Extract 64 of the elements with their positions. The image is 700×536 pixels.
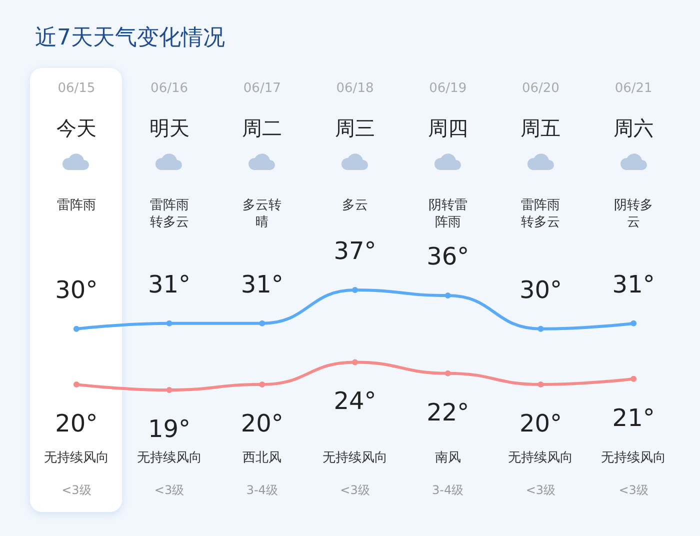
text: 雷阵雨 bbox=[56, 198, 96, 213]
data-label: 36° bbox=[426, 242, 470, 271]
point bbox=[166, 387, 172, 393]
point bbox=[352, 287, 358, 293]
text: <3级 bbox=[618, 483, 648, 497]
text: 今天 bbox=[56, 116, 96, 140]
point bbox=[444, 292, 451, 299]
data-label: 19° bbox=[148, 415, 191, 443]
point bbox=[166, 320, 172, 326]
text: 无持续风向 bbox=[508, 450, 574, 466]
x-tick-label: 06/19 bbox=[429, 81, 467, 96]
point bbox=[444, 370, 451, 376]
point bbox=[630, 320, 637, 326]
data-label: 21° bbox=[612, 404, 655, 432]
text: 明天 bbox=[149, 116, 190, 140]
text: 多云转晴 bbox=[242, 198, 282, 230]
text: 多云 bbox=[342, 198, 368, 213]
text: 周六 bbox=[614, 116, 654, 140]
text: 西北风 bbox=[242, 450, 282, 466]
data-label: 24° bbox=[334, 387, 376, 416]
text: 无持续风向 bbox=[44, 450, 109, 466]
text: 南风 bbox=[434, 450, 461, 466]
text: <3级 bbox=[340, 483, 370, 497]
point bbox=[538, 381, 544, 388]
text: 阴转雷阵雨 bbox=[428, 198, 468, 230]
chart-title: 近7天天气变化情况 bbox=[35, 26, 225, 50]
x-tick-label: 06/18 bbox=[336, 81, 374, 96]
x-tick-label: 06/15 bbox=[58, 81, 96, 96]
point bbox=[630, 376, 637, 382]
text: 阴转多云 bbox=[614, 198, 654, 230]
point bbox=[73, 326, 80, 332]
point bbox=[538, 326, 544, 332]
text: 雷阵雨转多云 bbox=[150, 198, 189, 230]
data-label: 30° bbox=[519, 276, 562, 304]
data-label: 37° bbox=[334, 237, 376, 265]
text: <3级 bbox=[526, 483, 556, 497]
text: 3-4级 bbox=[432, 483, 464, 497]
data-label: 22° bbox=[426, 398, 470, 426]
data-label: 20° bbox=[519, 409, 562, 438]
data-label: 20° bbox=[55, 409, 98, 438]
text: 周四 bbox=[428, 116, 468, 140]
point bbox=[259, 381, 266, 388]
text: 周五 bbox=[520, 116, 561, 140]
point bbox=[73, 381, 80, 388]
data-label: 31° bbox=[612, 270, 655, 298]
text: <3级 bbox=[62, 483, 92, 497]
point bbox=[259, 320, 266, 326]
point bbox=[352, 359, 358, 366]
x-tick-label: 06/20 bbox=[522, 81, 560, 96]
x-tick-label: 06/21 bbox=[614, 81, 652, 96]
text: 无持续风向 bbox=[136, 450, 202, 466]
x-tick-label: 06/17 bbox=[243, 81, 281, 96]
text: 无持续风向 bbox=[322, 450, 388, 466]
text: 3-4级 bbox=[246, 483, 278, 497]
data-label: 31° bbox=[240, 270, 284, 298]
text: 无持续风向 bbox=[601, 450, 666, 466]
x-tick-label: 06/16 bbox=[150, 81, 188, 96]
text: 周二 bbox=[242, 116, 282, 140]
data-label: 30° bbox=[55, 276, 98, 304]
data-label: 31° bbox=[148, 270, 191, 298]
data-label: 20° bbox=[240, 409, 284, 438]
text: <3级 bbox=[154, 483, 184, 497]
text: 雷阵雨转多云 bbox=[521, 198, 560, 230]
text: 周三 bbox=[335, 116, 375, 140]
